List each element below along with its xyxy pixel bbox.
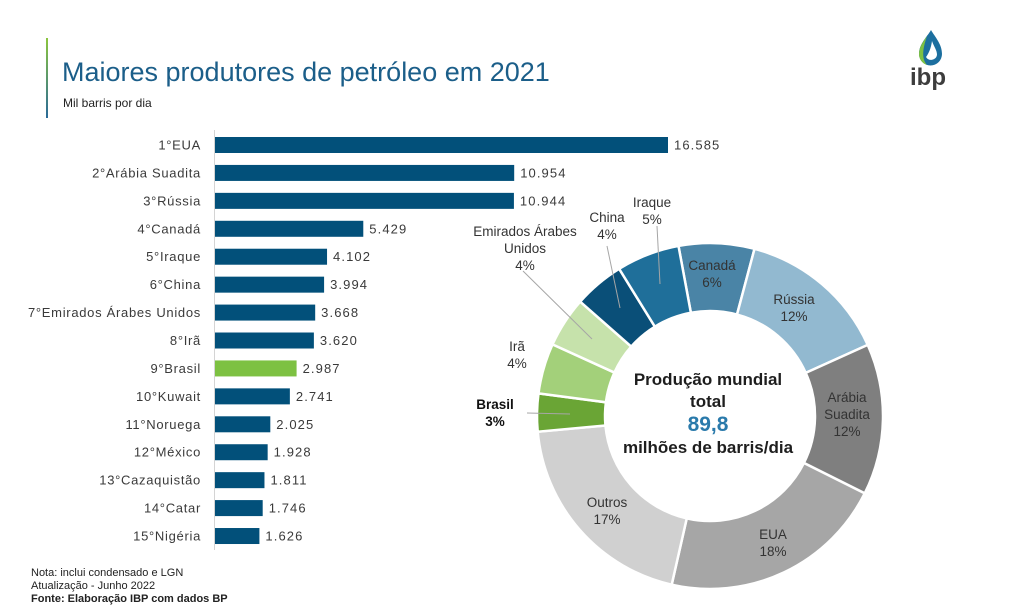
donut-label-percent: 4% (515, 258, 535, 273)
page-subtitle: Mil barris por dia (63, 96, 152, 110)
bar-category-label: 1°EUA (158, 138, 201, 153)
bar-category-label: 9°Brasil (150, 361, 201, 376)
donut-label-iraque: Iraque 5% (622, 194, 682, 228)
center-title: Produção mundial total (633, 370, 783, 411)
donut-label-arabia-suadita: Arábia Suadita 12% (815, 389, 880, 440)
donut-label-eua: EUA 18% (733, 526, 813, 560)
bar (215, 332, 314, 349)
bar-value-label: 2.987 (303, 361, 341, 376)
donut-label-name: Canadá (688, 258, 736, 273)
bar-value-label: 1.811 (270, 473, 307, 488)
donut-label-name: Emirados Árabes Unidos (473, 224, 577, 256)
donut-label-china: China 4% (577, 209, 637, 243)
bar-value-label: 2.025 (276, 417, 314, 432)
footer-update: Atualização - Junho 2022 (31, 580, 156, 592)
donut-label-name: China (589, 210, 625, 225)
bar (215, 360, 297, 377)
bar-category-label: 4°Canadá (137, 221, 201, 236)
bar-category-label: 13°Cazaquistão (99, 473, 201, 488)
bar-category-label: 5°Iraque (146, 249, 201, 264)
donut-label-outros: Outros 17% (567, 494, 647, 528)
donut-label-name: Arábia Suadita (824, 390, 870, 422)
bar-category-label: 14°Catar (144, 501, 201, 516)
page-title: Maiores produtores de petróleo em 2021 (62, 57, 550, 87)
bar-value-label: 1.928 (274, 445, 312, 460)
center-unit: milhões de barris/dia (622, 438, 794, 457)
bar (215, 192, 514, 209)
donut-label-ira: Irã 4% (487, 338, 547, 372)
donut-label-russia: Rússia 12% (754, 291, 834, 325)
footer-notes: Nota: inclui condensado e LGN Atualizaçã… (31, 567, 228, 606)
bar-category-label: 15°Nigéria (133, 529, 201, 544)
bar-category-label: 7°Emirados Árabes Unidos (28, 305, 201, 320)
bar (215, 220, 364, 237)
bar (215, 276, 325, 293)
leader-line (526, 412, 571, 415)
donut-label-percent: 18% (759, 544, 787, 559)
donut-label-name: Iraque (632, 195, 672, 210)
bar (215, 137, 668, 153)
footer-note: Nota: inclui condensado e LGN (31, 567, 184, 579)
bar (215, 164, 515, 181)
center-total-value: 89,8 (687, 413, 729, 436)
leader-line (522, 270, 593, 340)
donut-label-canada: Canadá 6% (672, 257, 752, 291)
bar-value-label: 4.102 (333, 249, 371, 264)
leader-line (656, 225, 661, 285)
bar-category-label: 3°Rússia (143, 193, 201, 208)
bar-category-label: 11°Noruega (125, 417, 201, 432)
donut-label-percent: 6% (702, 275, 722, 290)
bar-value-label: 10.954 (520, 165, 566, 180)
ibp-logo: ibp (910, 30, 946, 91)
bar (215, 388, 290, 405)
bar (215, 416, 271, 433)
donut-slice (670, 461, 867, 591)
bar (215, 500, 263, 517)
bar-value-label: 3.994 (330, 277, 368, 292)
footer-source: Fonte: Elaboração IBP com dados BP (31, 593, 228, 605)
donut-label-percent: 12% (833, 424, 861, 439)
bar-value-label: 2.741 (296, 389, 334, 404)
bar (215, 528, 260, 545)
donut-label-name: Outros (586, 495, 628, 510)
bar-value-label: 1.746 (269, 501, 307, 516)
bar-value-label: 1.626 (265, 529, 303, 544)
logo-drop-highlight (926, 41, 937, 60)
donut-label-percent: 12% (780, 309, 808, 324)
bar (215, 472, 265, 489)
donut-slice (617, 244, 693, 329)
donut-label-name: Rússia (773, 292, 815, 307)
donut-label-brasil: Brasil 3% (455, 396, 535, 430)
donut-label-name: Brasil (476, 397, 514, 412)
donut-label-name: Irã (509, 339, 525, 354)
donut-label-percent: 4% (597, 227, 617, 242)
bar-category-label: 12°México (134, 445, 201, 460)
bar-category-label: 8°Irã (170, 333, 201, 348)
bar-value-label: 3.668 (321, 305, 359, 320)
bar-category-label: 6°China (150, 277, 201, 292)
donut-label-percent: 5% (642, 212, 662, 227)
bar-category-label: 10°Kuwait (136, 389, 201, 404)
donut-label-name: EUA (759, 527, 787, 542)
leader-line (606, 245, 621, 309)
bar-value-label: 3.620 (320, 333, 358, 348)
bar-value-label: 10.944 (520, 193, 566, 208)
donut-label-percent: 4% (507, 356, 527, 371)
donut-center-text: Produção mundial total 89,8 milhões de b… (608, 369, 808, 459)
bar (215, 304, 316, 321)
bar-category-label: 2°Arábia Suadita (92, 165, 201, 180)
donut-chart (522, 225, 885, 591)
logo-text: ibp (910, 64, 946, 91)
donut-label-percent: 3% (485, 414, 505, 429)
bar-chart: 1°EUA 16.585 2°Arábia Suadita 10.954 3°Rússi… (28, 130, 720, 550)
bar-value-label: 5.429 (369, 221, 407, 236)
bar-value-label: 16.585 (674, 138, 720, 153)
logo-leaf-icon (918, 36, 927, 65)
bar (215, 248, 328, 265)
title-accent-line (46, 38, 48, 118)
donut-label-percent: 17% (593, 512, 621, 527)
donut-label-emirados: Emirados Árabes Unidos 4% (468, 223, 583, 274)
bar (215, 444, 268, 461)
